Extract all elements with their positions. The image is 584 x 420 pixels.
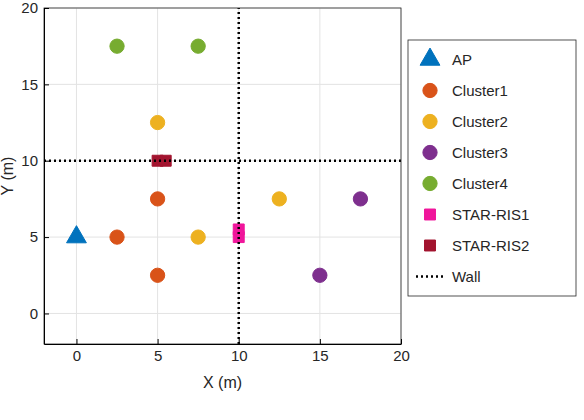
point (272, 192, 286, 206)
y-axis-title: Y (m) (0, 157, 16, 196)
legend-label: Cluster2 (452, 113, 508, 130)
plot-frame (44, 8, 401, 344)
x-tick-mark (158, 339, 159, 344)
x-tick-label: 10 (231, 347, 248, 364)
legend-label: Cluster4 (452, 175, 508, 192)
y-grid-line (44, 237, 401, 238)
y-tick-label: 15 (21, 76, 38, 93)
y-axis: 0 5 10 15 20 (21, 0, 49, 345)
x-tick-mark (239, 339, 240, 344)
legend-swatch (425, 209, 436, 220)
point (150, 115, 164, 129)
grid (44, 8, 401, 344)
legend-label: Cluster1 (452, 82, 508, 99)
x-tick: 0 (73, 339, 81, 364)
y-grid-line (44, 84, 401, 85)
point (110, 39, 124, 53)
point (150, 192, 164, 206)
y-tick-mark (44, 161, 49, 162)
y-tick-mark (44, 313, 49, 314)
y-tick-label: 5 (30, 228, 38, 245)
x-axis-line (45, 344, 402, 345)
x-tick-label: 20 (393, 347, 410, 364)
point (110, 230, 124, 244)
x-tick: 20 (393, 339, 410, 364)
x-axis: 0 5 10 15 20 (45, 339, 410, 364)
y-axis-line (44, 9, 45, 345)
x-tick-mark (401, 339, 402, 344)
wall-line (44, 8, 401, 344)
legend-label: AP (452, 51, 472, 68)
plot-background (44, 8, 401, 344)
point (191, 230, 205, 244)
point (150, 268, 164, 282)
x-tick: 15 (312, 339, 329, 364)
y-tick: 10 (21, 152, 49, 169)
y-tick-label: 10 (21, 152, 38, 169)
legend-label: STAR-RIS1 (452, 206, 529, 223)
x-tick: 10 (231, 339, 248, 364)
legend-swatch (423, 83, 437, 97)
y-tick-label: 20 (21, 0, 38, 16)
legend-label: STAR-RIS2 (452, 237, 529, 254)
point (313, 268, 327, 282)
x-tick-label: 5 (154, 347, 162, 364)
y-tick: 15 (21, 76, 49, 93)
legend-swatch (423, 114, 437, 128)
point (67, 226, 87, 243)
x-tick-mark (76, 339, 77, 344)
y-tick: 0 (30, 305, 49, 322)
x-tick: 5 (154, 339, 162, 364)
y-tick-label: 0 (30, 305, 38, 322)
legend-swatch (416, 275, 444, 278)
legend-swatch (425, 240, 436, 251)
plot-area (44, 8, 401, 344)
legend-label: Wall (452, 268, 481, 285)
point (353, 192, 367, 206)
legend-label: Cluster3 (452, 144, 508, 161)
x-tick-label: 15 (312, 347, 329, 364)
point (191, 39, 205, 53)
x-grid-line (76, 8, 77, 344)
y-tick-mark (44, 8, 49, 9)
y-tick-mark (44, 237, 49, 238)
y-tick-mark (44, 84, 49, 85)
y-grid-line (44, 160, 401, 161)
y-grid-line (44, 313, 401, 314)
legend-swatch (423, 176, 437, 190)
x-tick-mark (320, 339, 321, 344)
chart: 0 5 10 15 20 0 5 10 15 20 X (m) Y (m) AP Cluster1 Clus… (0, 0, 584, 420)
legend-swatch (423, 145, 437, 159)
x-grid-line (319, 8, 320, 344)
x-axis-title: X (m) (203, 374, 242, 391)
legend: AP Cluster1 Cluster2 Cluster3 Cluster4 STAR-R… (408, 40, 576, 296)
x-grid-line (157, 8, 158, 344)
legend-swatch (420, 48, 440, 65)
y-tick: 5 (30, 228, 49, 245)
y-tick: 20 (21, 0, 49, 16)
x-tick-label: 0 (73, 347, 81, 364)
legend-box (408, 40, 576, 296)
